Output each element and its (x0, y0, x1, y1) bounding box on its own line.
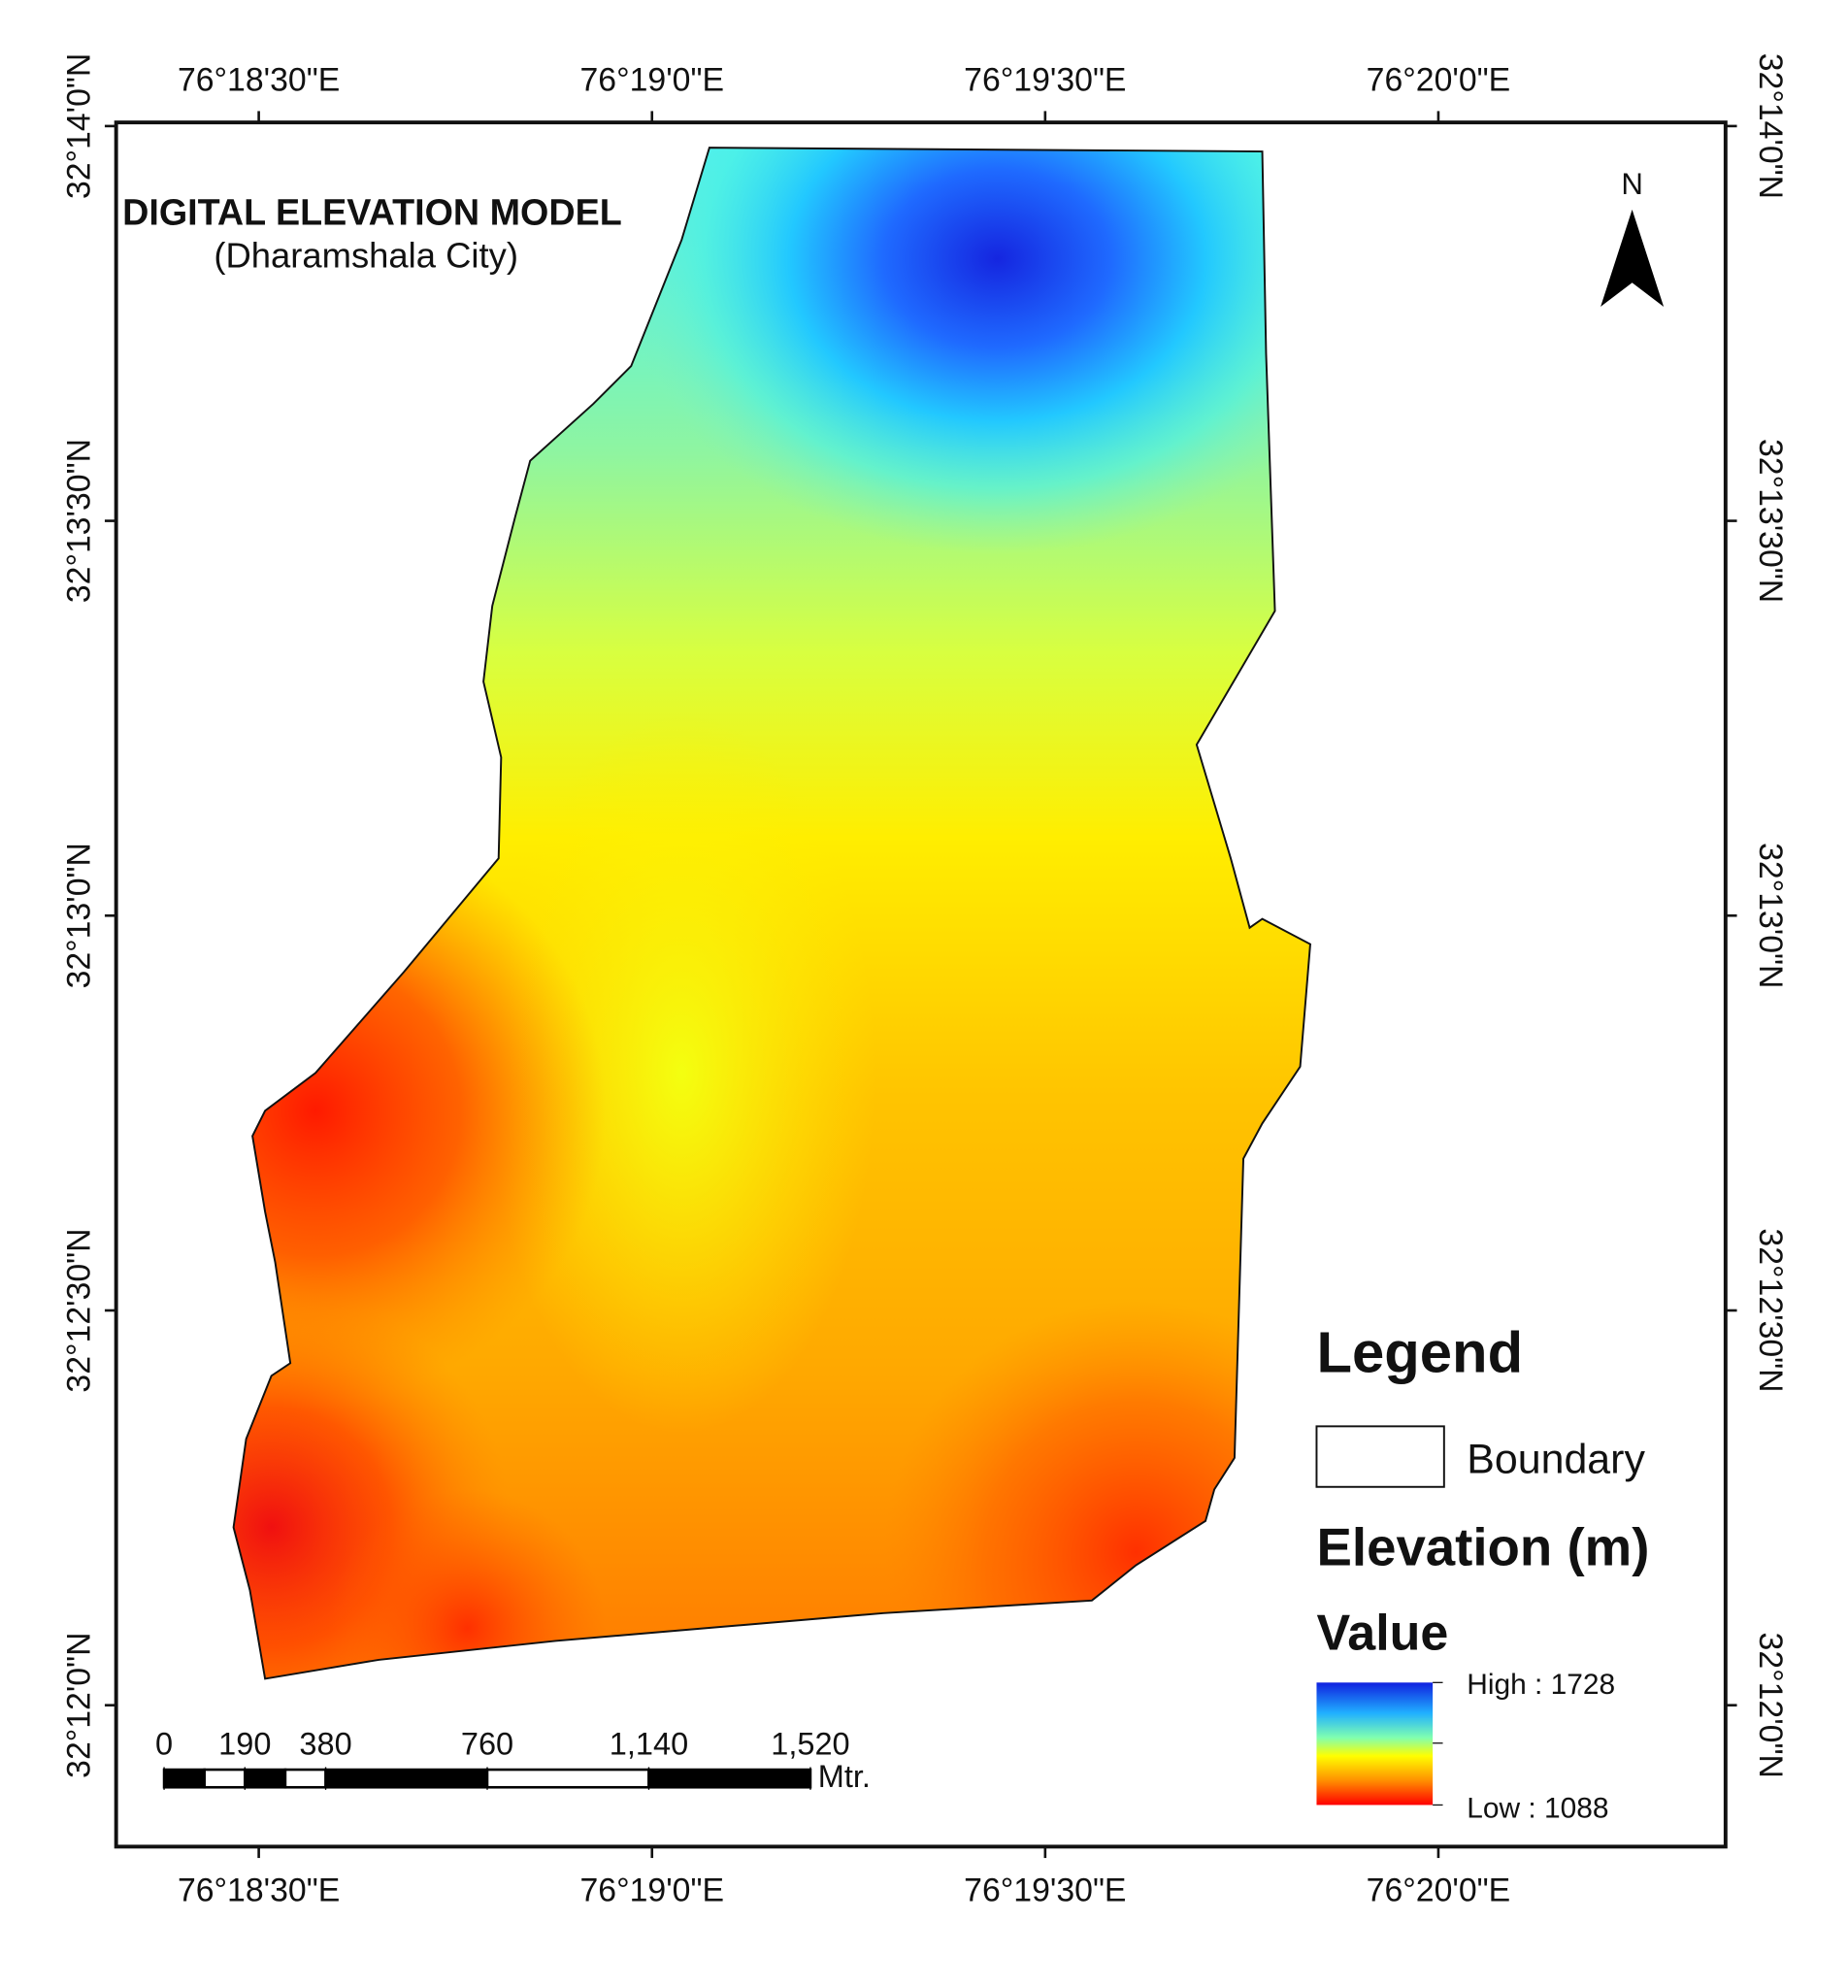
scale-segment (162, 1768, 206, 1789)
scale-segment (244, 1768, 287, 1789)
lon-label-bottom: 76°20'0"E (1367, 1872, 1511, 1908)
legend-title: Legend (1316, 1319, 1523, 1384)
scale-label: 1,520 (771, 1726, 849, 1761)
lat-label-left: 32°12'0"N (60, 1633, 97, 1778)
lat-label-left: 32°13'30"N (60, 439, 97, 603)
lon-label-bottom: 76°18'30"E (178, 1872, 340, 1908)
scale-label: 0 (155, 1726, 173, 1761)
lon-label-top: 76°19'30"E (964, 62, 1126, 99)
scale-label: 190 (218, 1726, 271, 1761)
lat-label-left: 32°12'30"N (60, 1228, 97, 1392)
scale-segment (283, 1768, 327, 1789)
north-label: N (1621, 167, 1643, 201)
lon-label-bottom: 76°19'30"E (964, 1872, 1126, 1908)
lat-label-right: 32°12'0"N (1752, 1633, 1789, 1778)
legend-boundary-label: Boundary (1467, 1436, 1645, 1482)
lat-label-right: 32°14'0"N (1752, 53, 1789, 199)
graticule-labels: 76°18'30"E 76°18'30"E 76°19'0"E 76°19'0"E 76… (60, 53, 1789, 1909)
lat-label-right: 32°13'30"N (1752, 439, 1789, 603)
legend-boundary-swatch (1315, 1425, 1445, 1488)
lon-label-bottom: 76°19'0"E (579, 1872, 724, 1908)
map-subtitle: (Dharamshala City) (214, 236, 518, 276)
lat-label-right: 32°13'0"N (1752, 843, 1789, 988)
north-arrow (1600, 209, 1665, 307)
scale-segment (324, 1768, 489, 1789)
lon-label-top: 76°18'30"E (178, 62, 340, 99)
lat-label-left: 32°13'0"N (60, 843, 97, 988)
scale-segment (647, 1768, 812, 1789)
scale-label: 760 (461, 1726, 513, 1761)
legend-value-title: Value (1316, 1606, 1448, 1662)
scale-label: 380 (299, 1726, 351, 1761)
legend-high-label: High : 1728 (1467, 1669, 1615, 1701)
legend-color-ramp (1316, 1682, 1434, 1806)
legend-raster-title: Elevation (m) (1316, 1517, 1649, 1576)
scale-segment (203, 1768, 247, 1789)
city-boundary (232, 147, 1311, 1680)
lat-label-left: 32°14'0"N (60, 53, 97, 199)
scale-unit: Mtr. (818, 1759, 871, 1794)
scale-segment (485, 1768, 650, 1789)
map-title: DIGITAL ELEVATION MODEL (122, 191, 622, 232)
legend-low-label: Low : 1088 (1467, 1792, 1608, 1824)
lat-label-right: 32°12'30"N (1752, 1228, 1789, 1392)
lon-label-top: 76°20'0"E (1367, 62, 1511, 99)
lon-label-top: 76°19'0"E (579, 62, 724, 99)
scale-label: 1,140 (610, 1726, 688, 1761)
